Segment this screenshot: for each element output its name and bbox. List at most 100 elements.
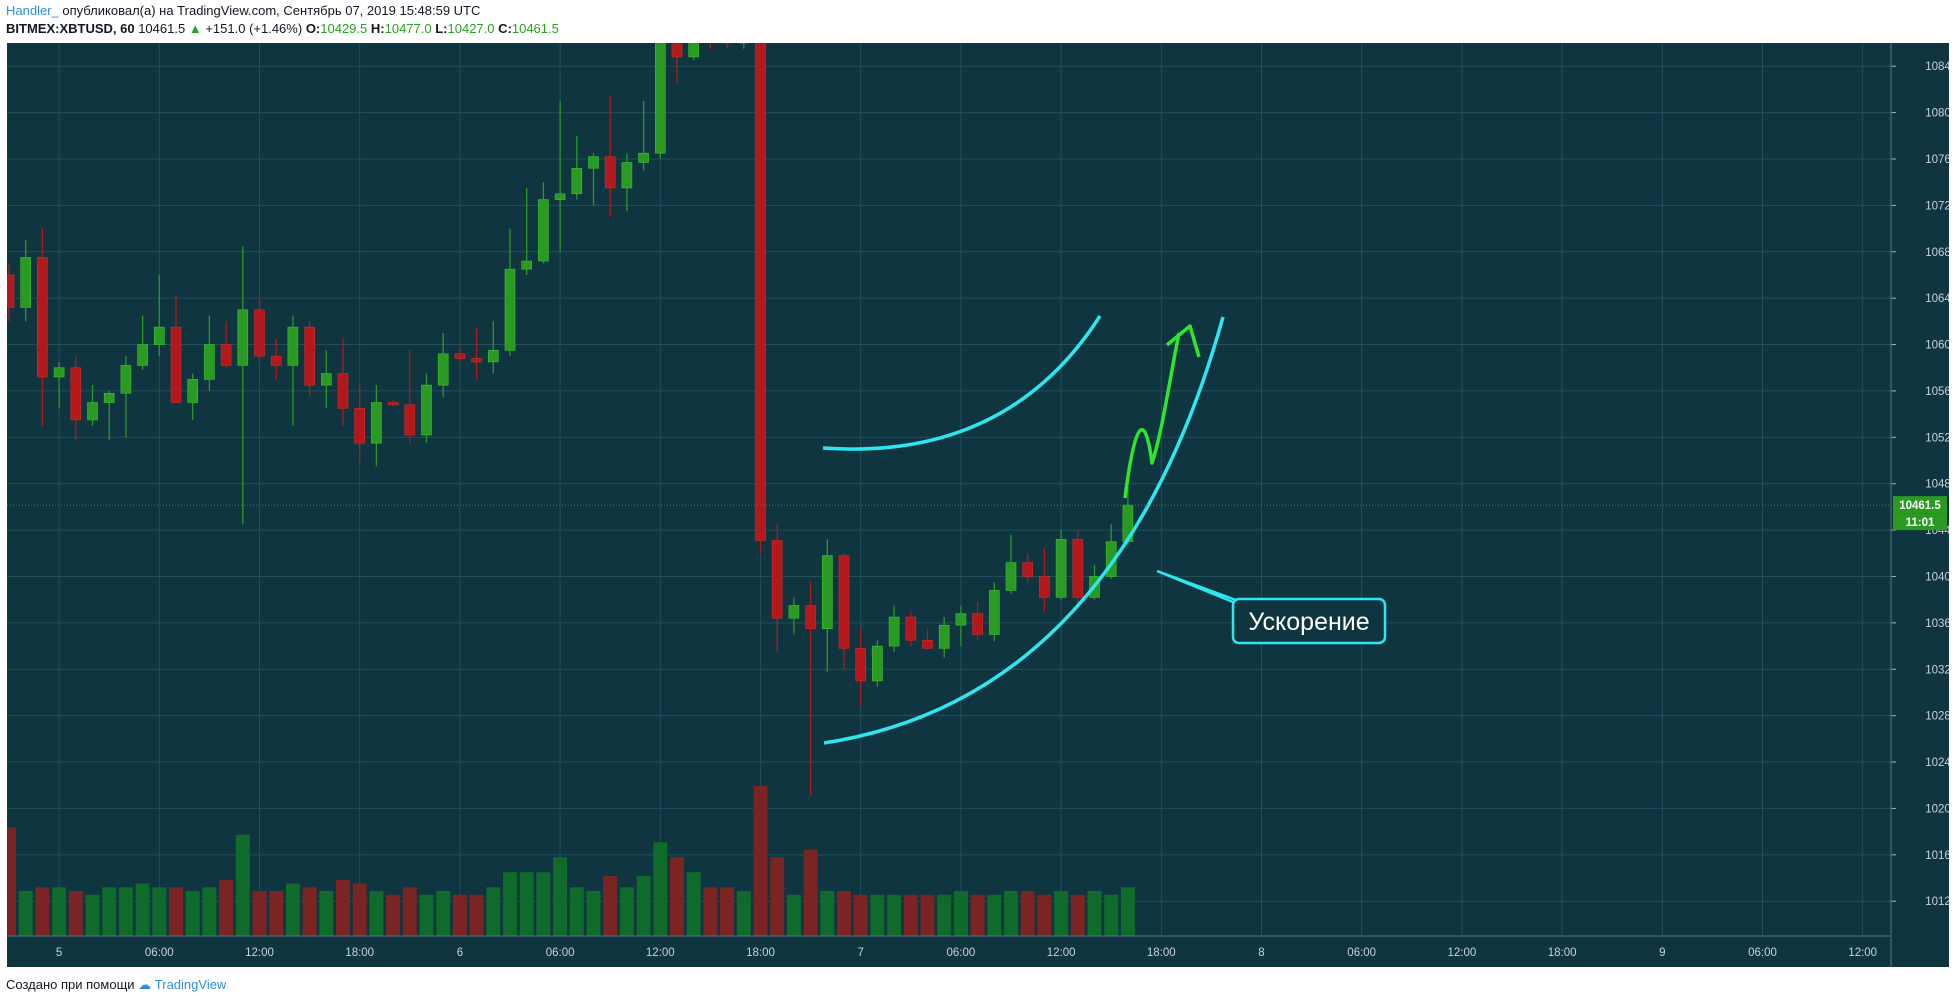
y-tick-label: 10320.0 <box>1925 664 1949 676</box>
volume-bar <box>887 894 902 936</box>
created-with-text: Создано при помощи <box>6 977 135 992</box>
candle-body <box>220 344 232 366</box>
close-label: C: <box>498 21 512 36</box>
grid-lines <box>7 43 1891 936</box>
volume-bar <box>235 834 250 936</box>
volume-bar <box>419 894 434 936</box>
volume-bar <box>118 887 133 936</box>
volume-bar <box>703 887 718 936</box>
candle-body <box>287 326 299 366</box>
low-value: 10427.0 <box>447 21 495 36</box>
candle-body <box>838 555 850 649</box>
volume-bar <box>786 894 801 936</box>
y-tick-label: 10400.0 <box>1925 571 1949 583</box>
volume-bar <box>670 857 684 936</box>
candle-body <box>454 353 466 359</box>
candle-body <box>588 156 599 169</box>
volume-bar <box>1104 894 1119 936</box>
symbol-name[interactable]: BITMEX:XBTUSD, 60 <box>6 21 135 36</box>
author-link[interactable]: Handler_ <box>6 3 59 18</box>
price-change: +151.0 (+1.46%) <box>205 21 303 36</box>
candle-body <box>621 162 633 189</box>
volume-bar <box>770 857 785 936</box>
volume-bar <box>386 894 401 936</box>
volume-bar <box>837 891 851 936</box>
volume-bar <box>1070 894 1085 936</box>
arrow-up-icon: ▲ <box>188 21 202 36</box>
candle-body <box>371 402 382 444</box>
y-tick-label: 10280.0 <box>1925 711 1949 723</box>
volume-bar <box>352 883 367 936</box>
volume-bar <box>519 872 534 936</box>
x-tick-label: 18:00 <box>1147 947 1176 959</box>
y-tick-label: 10240.0 <box>1925 757 1949 769</box>
candle-body <box>955 613 967 626</box>
candle-body <box>988 590 1000 635</box>
candle-body <box>888 616 900 647</box>
close-value: 10461.5 <box>511 21 559 36</box>
callout-box <box>1231 597 1387 645</box>
volume-bar <box>536 872 551 936</box>
tradingview-link[interactable]: TradingView <box>154 977 227 992</box>
y-tick-label: 10200.0 <box>1925 803 1949 815</box>
volume-bar <box>18 891 33 936</box>
low-label: L: <box>435 21 448 36</box>
candle-body <box>504 268 516 351</box>
candle-body <box>270 355 282 366</box>
volume-bar <box>970 894 985 936</box>
y-tick-label: 10560.0 <box>1925 386 1949 398</box>
volume-bar <box>269 891 284 936</box>
candle-body <box>1022 562 1034 577</box>
footer: Создано при помощи ☁ TradingView <box>6 977 226 993</box>
volume-bar <box>102 887 117 936</box>
volume-bar <box>586 891 601 936</box>
candle-body <box>571 167 583 195</box>
x-tick-label: 18:00 <box>1548 947 1577 959</box>
candle-body <box>204 344 215 380</box>
candle-body <box>538 199 549 262</box>
candle-body <box>421 384 432 436</box>
candle-body <box>771 540 783 619</box>
high-value: 10477.0 <box>384 21 432 36</box>
last-price-label: 10461.5 <box>1899 500 1941 512</box>
volume-bar <box>503 872 517 936</box>
volume-bar <box>1020 891 1035 936</box>
volume-bar <box>336 879 350 936</box>
last-price-badge <box>1893 496 1947 514</box>
volume-bar <box>553 857 568 936</box>
candle-body <box>688 43 700 58</box>
price-chart[interactable]: Ускорение 10840.010800.010760.010720.010… <box>7 43 1949 967</box>
x-tick-label: 06:00 <box>1748 947 1777 959</box>
candle-body <box>154 326 165 345</box>
volume-bar <box>302 887 317 936</box>
volume-bar <box>1037 894 1052 936</box>
x-tick-label: 06:00 <box>145 947 174 959</box>
volume-bars <box>7 786 1135 936</box>
y-tick-label: 10840.0 <box>1925 61 1949 73</box>
volume-bar <box>937 894 952 936</box>
x-tick-label: 12:00 <box>646 947 675 959</box>
volume-bar <box>185 891 200 936</box>
channel-lower-curve <box>823 316 1225 745</box>
arrow-head-icon <box>1165 324 1201 358</box>
volume-bar <box>870 894 885 936</box>
pattern-drawing: Ускорение <box>822 315 1387 745</box>
candle-body <box>53 367 65 378</box>
publish-text: опубликовал(а) на TradingView.com, Сентя… <box>62 3 481 18</box>
volume-bar <box>820 891 835 936</box>
acceleration-arrow-path <box>1123 332 1181 499</box>
candle-body <box>20 257 31 308</box>
volume-bar <box>219 879 234 936</box>
volume-bar <box>285 883 300 936</box>
candle-body <box>1072 539 1084 598</box>
x-tick-label: 18:00 <box>345 947 374 959</box>
volume-bar <box>402 887 417 936</box>
candle-body <box>521 260 533 270</box>
candle-body <box>304 326 315 386</box>
y-tick-label: 10480.0 <box>1925 479 1949 491</box>
candle-body <box>254 309 265 357</box>
candle-body <box>654 43 666 154</box>
symbol-legend: BITMEX:XBTUSD, 60 10461.5 ▲ +151.0 (+1.4… <box>6 21 559 37</box>
candle-body <box>187 379 198 403</box>
tradingview-logo-icon[interactable]: ☁ <box>138 977 152 992</box>
